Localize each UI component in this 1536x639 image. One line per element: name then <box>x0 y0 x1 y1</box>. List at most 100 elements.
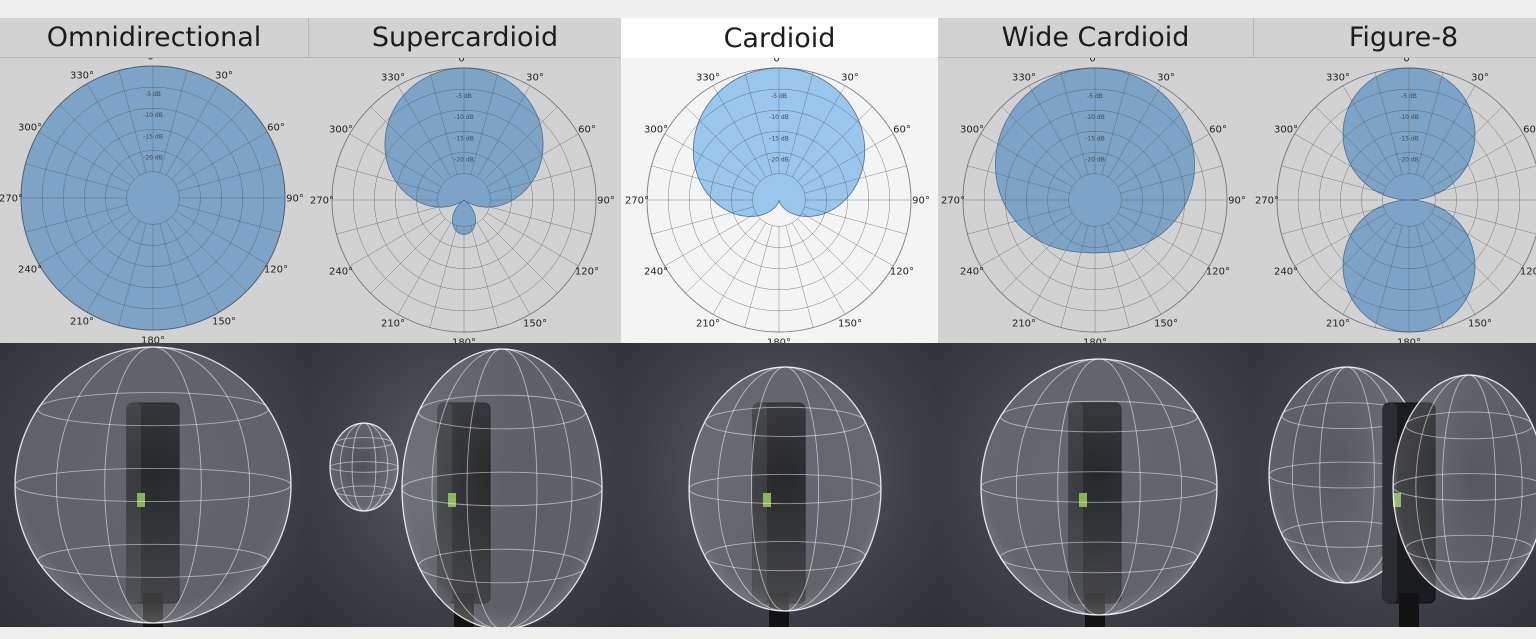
grid-spoke <box>1113 218 1189 294</box>
ring-label: -20 dB <box>143 154 163 161</box>
grid-spoke <box>1431 133 1524 188</box>
grid-spoke <box>336 206 439 235</box>
tab-figure-8[interactable]: Figure-8 <box>1253 18 1536 58</box>
grid-spoke <box>118 223 147 326</box>
grid-spoke <box>1120 206 1223 235</box>
pickup-bubble <box>980 358 1218 616</box>
ring-label: -10 dB <box>1399 114 1419 121</box>
grid-spoke <box>1374 225 1403 328</box>
grid-spoke <box>171 216 247 292</box>
angle-label: 60° <box>1209 125 1227 136</box>
grid-spoke <box>1117 133 1210 188</box>
ring-label: -10 dB <box>143 112 163 119</box>
grid-spoke <box>429 72 458 175</box>
angle-label: 120° <box>575 267 599 278</box>
grid-spoke <box>1107 85 1162 178</box>
angle-label: 300° <box>1274 125 1298 136</box>
grid-spoke <box>1113 106 1189 182</box>
tab-omnidirectional[interactable]: Omnidirectional <box>0 18 308 58</box>
grid-spoke <box>482 106 558 182</box>
grid-spoke <box>1281 206 1384 235</box>
grid-spoke <box>25 163 128 192</box>
grid-spoke <box>1421 85 1476 178</box>
polar-chart-figure-8: 0°30°60°90°120°150°180°210°240°270°300°3… <box>1253 58 1536 343</box>
grid-spoke <box>1431 212 1524 267</box>
grid-spoke <box>476 85 531 178</box>
ring-label: -5 dB <box>1087 93 1103 100</box>
pickup-bubble <box>688 366 882 612</box>
ring-label: -20 dB <box>1085 156 1105 163</box>
angle-label: 210° <box>1326 318 1350 329</box>
grid-spoke <box>1434 206 1536 235</box>
grid-spoke <box>349 133 442 188</box>
grid-spoke <box>482 218 558 294</box>
polar-chart-supercardioid: 0° 30° 60° 90° 120° 150° 180° 210° 240° 270° 300° 3… <box>308 58 621 343</box>
grid-spoke <box>980 212 1073 267</box>
tab-cardioid[interactable]: Cardioid <box>621 18 938 58</box>
pattern-panel-supercardioid: Supercardioid 0° 30° 60° 90° 120° 150° 180° 210… <box>308 0 621 639</box>
microphone-3d-pickup-figure-8 <box>1253 343 1536 627</box>
angle-label: 240° <box>1274 267 1298 278</box>
angle-label: 180° <box>1397 338 1421 344</box>
grid-spoke <box>486 133 579 188</box>
angle-label: 240° <box>960 267 984 278</box>
angle-label: 120° <box>890 267 914 278</box>
angle-label: 30° <box>1471 73 1489 84</box>
ring-label: -10 dB <box>1085 114 1105 121</box>
grid-spoke <box>86 83 141 176</box>
microphone-3d-pickup-wide-cardioid <box>938 343 1253 627</box>
grid-spoke <box>178 163 281 192</box>
grid-spoke <box>59 104 135 180</box>
tab-wide-cardioid[interactable]: Wide Cardioid <box>938 18 1253 58</box>
tab-supercardioid[interactable]: Supercardioid <box>308 18 621 58</box>
grid-spoke <box>370 218 446 294</box>
grid-spoke <box>967 206 1070 235</box>
angle-label: 180° <box>141 336 165 344</box>
angle-label: 60° <box>893 125 911 136</box>
angle-label: 120° <box>1206 267 1230 278</box>
ring-label: -5 dB <box>456 93 472 100</box>
ring-label: -5 dB <box>145 91 161 98</box>
pattern-panel-omnidirectional: Omnidirectional 0° 30° 60° 90° 120° 150° 180° 2… <box>0 0 308 639</box>
grid-spoke <box>86 220 141 313</box>
angle-label: 270° <box>941 196 965 207</box>
grid-spoke <box>664 133 757 188</box>
grid-spoke <box>685 218 761 294</box>
polar-chart-cardioid: 0° 30° 60° 90° 120° 150° 180° 210° 240° 270° 300° 3… <box>621 58 938 343</box>
ring-label: -10 dB <box>454 114 474 121</box>
ring-label: -5 dB <box>1401 93 1417 100</box>
grid-spoke <box>397 85 452 178</box>
angle-label: 90° <box>286 194 304 205</box>
angle-label: 240° <box>644 267 668 278</box>
angle-label: 270° <box>1255 196 1279 207</box>
grid-spoke <box>159 223 188 326</box>
angle-label: 180° <box>452 338 476 344</box>
grid-spoke <box>1315 106 1391 182</box>
angle-label: 0° <box>1089 58 1100 65</box>
angle-label: 210° <box>1012 318 1036 329</box>
grid-spoke <box>1001 218 1077 294</box>
grid-spoke <box>785 72 814 175</box>
angle-label: 270° <box>0 194 23 205</box>
polar-plot: 0° 30° 60° 90° 120° 150° 180° 210° 240° 270° 300° 3… <box>625 58 930 343</box>
grid-spoke <box>1028 222 1083 315</box>
polar-plot: 0° 30° 60° 90° 120° 150° 180° 210° 240° 270° 300° 3… <box>0 58 304 344</box>
angle-label: 150° <box>838 318 862 329</box>
angle-label: 90° <box>912 196 930 207</box>
angle-label: 240° <box>329 267 353 278</box>
angle-label: 300° <box>18 123 42 134</box>
grid-spoke <box>664 212 757 267</box>
grid-spoke <box>1060 225 1089 328</box>
angle-label: 0° <box>773 58 784 65</box>
grid-spoke <box>791 85 846 178</box>
pattern-panel-figure-8: Figure-8 0°30°60°90°120°150°180°210°240°… <box>1253 0 1536 639</box>
angle-label: 270° <box>310 196 334 207</box>
angle-label: 0° <box>1403 58 1414 65</box>
polar-chart-wide-cardioid: 0° 30° 60° 90° 120° 150° 180° 210° 240° 270° 300° 3… <box>938 58 1253 343</box>
pattern-panel-cardioid: Cardioid 0° 30° 60° 90° 120° 150° 180° 210° 240°… <box>621 0 938 639</box>
grid-spoke <box>1281 165 1384 194</box>
grid-spoke <box>38 210 131 265</box>
grid-spoke <box>1374 72 1403 175</box>
grid-spoke <box>397 222 452 315</box>
